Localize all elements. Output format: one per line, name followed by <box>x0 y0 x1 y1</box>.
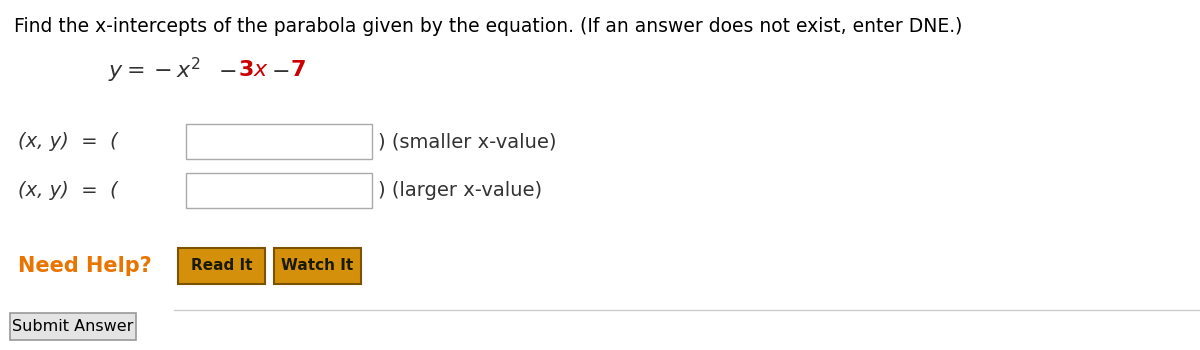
Text: ) (larger x-value): ) (larger x-value) <box>378 181 542 200</box>
Text: Find the x-intercepts of the parabola given by the equation. (If an answer does : Find the x-intercepts of the parabola gi… <box>14 18 962 36</box>
Text: $\mathbf{7}$: $\mathbf{7}$ <box>290 60 306 80</box>
Text: (x, y)  =  (: (x, y) = ( <box>18 181 118 200</box>
Text: Need Help?: Need Help? <box>18 256 151 276</box>
Text: $\mathbf{3\mathit{x}}$: $\mathbf{3\mathit{x}}$ <box>238 60 269 80</box>
Text: $\mathit{-}$: $\mathit{-}$ <box>271 60 289 80</box>
FancyBboxPatch shape <box>178 248 265 284</box>
FancyBboxPatch shape <box>186 124 372 159</box>
FancyBboxPatch shape <box>186 173 372 208</box>
Text: ) (smaller x-value): ) (smaller x-value) <box>378 132 557 151</box>
Text: Submit Answer: Submit Answer <box>12 319 133 334</box>
FancyBboxPatch shape <box>10 313 136 340</box>
FancyBboxPatch shape <box>274 248 361 284</box>
Text: $\mathit{y = -x^2}$: $\mathit{y = -x^2}$ <box>108 55 200 85</box>
Text: Read It: Read It <box>191 259 252 273</box>
Text: Watch It: Watch It <box>281 259 354 273</box>
Text: (x, y)  =  (: (x, y) = ( <box>18 132 118 151</box>
Text: $\mathit{-}$: $\mathit{-}$ <box>218 60 236 80</box>
